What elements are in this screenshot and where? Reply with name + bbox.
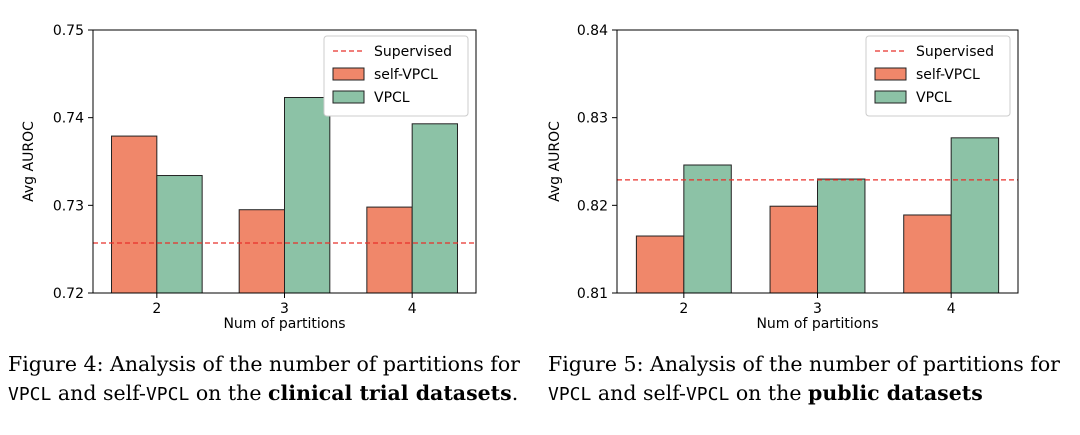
legend: Supervised self-VPCL VPCL [323, 35, 469, 117]
y-tick-label: 0.72 [53, 286, 84, 302]
caption-text: Analysis of the number of partitions for [650, 352, 1060, 376]
figure-4: 2 3 4 0.72 0.73 0.74 0.75 Num of partitions Avg … [8, 23, 520, 409]
legend-label-vpcl: VPCL [916, 90, 952, 106]
plot-frame [616, 29, 1019, 294]
caption-vpcl: VPCL [145, 384, 190, 405]
x-tick-label: 4 [947, 301, 956, 317]
legend-label-supervised: Supervised [374, 44, 452, 60]
bar-vpcl-4 [950, 137, 1000, 294]
y-tick-label: 0.83 [577, 111, 608, 127]
caption-text: Analysis of the number of partitions for [110, 352, 520, 376]
caption-text: . [511, 381, 519, 405]
caption-figure-label: Figure 5: [548, 352, 644, 376]
figure-4-caption: Figure 4: Analysis of the number of part… [8, 350, 520, 409]
y-tick-label: 0.81 [577, 286, 608, 302]
plot-frame [92, 29, 477, 294]
legend-label-supervised: Supervised [916, 44, 994, 60]
x-axis-label: Num of partitions [756, 316, 878, 332]
legend-label-self-vpcl: self-VPCL [916, 67, 980, 83]
caption-vpcl: VPCL [548, 384, 592, 405]
caption-text: and self- [597, 381, 686, 405]
chart-clinical-trial: 2 3 4 0.72 0.73 0.74 0.75 Num of partitions Avg … [21, 23, 477, 332]
y-axis-label: Avg AUROC [547, 121, 563, 202]
caption-vpcl: VPCL [685, 384, 730, 405]
caption-text: and self- [57, 381, 146, 405]
legend-swatch-self-vpcl [874, 67, 907, 81]
bar-self-vpcl-3 [238, 209, 285, 294]
legend-swatch-vpcl [874, 90, 907, 104]
caption-figure-label: Figure 4: [8, 352, 104, 376]
bar-vpcl-3 [817, 178, 866, 294]
x-axis-label: Num of partitions [223, 316, 345, 332]
caption-bold: public datasets [808, 381, 983, 405]
y-tick-label: 0.74 [53, 111, 84, 127]
x-tick-label: 3 [813, 301, 822, 317]
legend-swatch-self-vpcl [332, 67, 365, 81]
bar-vpcl-2 [156, 175, 203, 294]
bar-self-vpcl-2 [111, 135, 158, 294]
figure-5: 2 3 4 0.81 0.82 0.83 0.84 Num of partitions Avg … [540, 0, 1080, 435]
bar-self-vpcl-4 [366, 206, 413, 294]
y-tick-label: 0.84 [577, 23, 608, 39]
bar-self-vpcl-3 [769, 205, 819, 294]
y-tick-label: 0.82 [577, 198, 608, 214]
figure-5-caption: Figure 5: Analysis of the number of part… [548, 350, 1060, 409]
bar-vpcl-2 [683, 164, 732, 294]
bar-vpcl-3 [284, 97, 331, 294]
x-tick-label: 4 [408, 301, 417, 317]
chart-public: 2 3 4 0.81 0.82 0.83 0.84 Num of partitions Avg … [547, 23, 1019, 332]
bar-self-vpcl-2 [635, 235, 685, 294]
caption-vpcl: VPCL [8, 384, 52, 405]
bar-vpcl-4 [411, 123, 458, 294]
legend-label-self-vpcl: self-VPCL [374, 67, 438, 83]
caption-bold: clinical trial datasets [268, 381, 512, 405]
y-tick-label: 0.73 [53, 198, 84, 214]
legend: Supervised self-VPCL VPCL [865, 35, 1011, 117]
legend-label-vpcl: VPCL [374, 90, 410, 106]
y-tick-label: 0.75 [53, 23, 84, 39]
legend-swatch-vpcl [332, 90, 365, 104]
caption-text: on the [195, 381, 262, 405]
x-tick-label: 3 [280, 301, 289, 317]
x-tick-label: 2 [152, 301, 161, 317]
caption-text: on the [735, 381, 802, 405]
x-tick-label: 2 [679, 301, 688, 317]
y-axis-label: Avg AUROC [21, 121, 37, 202]
bar-self-vpcl-4 [903, 214, 952, 294]
